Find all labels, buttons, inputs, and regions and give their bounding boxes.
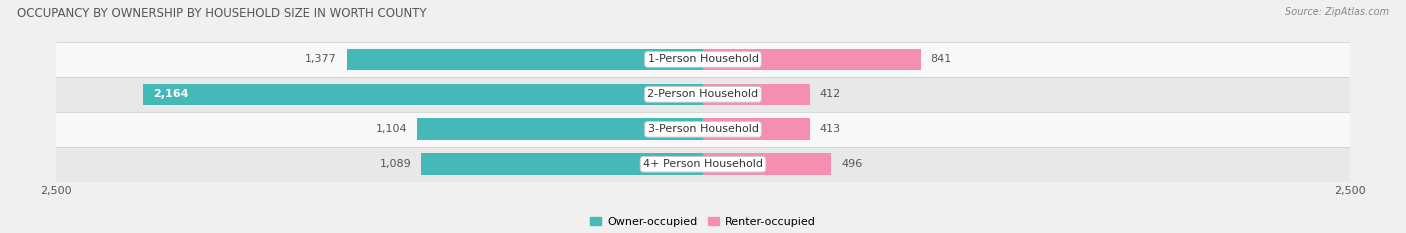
Text: 1,089: 1,089 [380, 159, 412, 169]
Bar [703, 84, 810, 105]
Bar [418, 118, 703, 140]
Bar [143, 84, 703, 105]
Bar [703, 49, 921, 70]
Bar [703, 154, 831, 175]
Bar [703, 118, 810, 140]
Bar [422, 154, 703, 175]
Text: OCCUPANCY BY OWNERSHIP BY HOUSEHOLD SIZE IN WORTH COUNTY: OCCUPANCY BY OWNERSHIP BY HOUSEHOLD SIZE… [17, 7, 426, 20]
Bar [56, 77, 1350, 112]
Text: 1,377: 1,377 [305, 55, 337, 64]
Bar [56, 42, 1350, 77]
Text: 2,164: 2,164 [153, 89, 188, 99]
Text: Source: ZipAtlas.com: Source: ZipAtlas.com [1285, 7, 1389, 17]
Bar [347, 49, 703, 70]
Text: 1-Person Household: 1-Person Household [648, 55, 758, 64]
Text: 496: 496 [841, 159, 862, 169]
Legend: Owner-occupied, Renter-occupied: Owner-occupied, Renter-occupied [586, 212, 820, 231]
Text: 2-Person Household: 2-Person Household [647, 89, 759, 99]
Text: 841: 841 [931, 55, 952, 64]
Text: 4+ Person Household: 4+ Person Household [643, 159, 763, 169]
Text: 3-Person Household: 3-Person Household [648, 124, 758, 134]
Text: 413: 413 [820, 124, 841, 134]
Text: 1,104: 1,104 [375, 124, 408, 134]
Text: 412: 412 [820, 89, 841, 99]
Bar [56, 112, 1350, 147]
Bar [56, 147, 1350, 182]
